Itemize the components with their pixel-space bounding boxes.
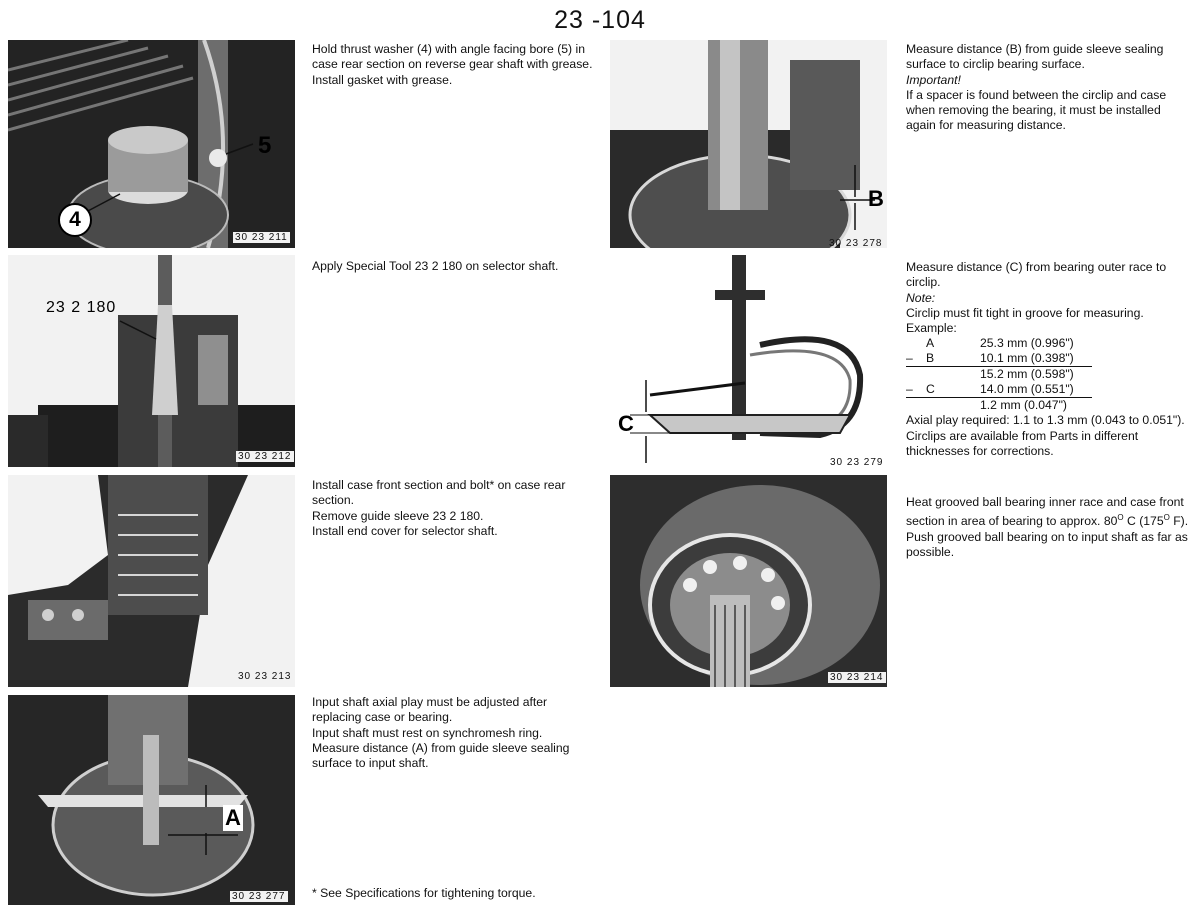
example-row: 15.2 mm (0.598")	[906, 367, 1092, 383]
step-line: Push grooved ball bearing on to input sh…	[906, 529, 1188, 559]
step-line: Input shaft axial play must be adjusted …	[312, 695, 548, 725]
step-text-part: Heat grooved ball bearing inner race and…	[906, 495, 1184, 529]
example-op	[906, 367, 926, 383]
photo-number: 30 23 211	[233, 232, 290, 243]
photo-measure-c-art	[630, 255, 864, 463]
callout-4: 4	[58, 203, 92, 237]
step-text-measure-a: Input shaft axial play must be adjusted …	[312, 695, 588, 771]
step-line: Measure distance (C) from bearing outer …	[906, 260, 1167, 290]
example-label	[926, 367, 980, 383]
page-number: 23 -104	[554, 6, 646, 34]
step-text-part: C (175	[1123, 514, 1164, 529]
step-line: Measure distance (B) from guide sleeve s…	[906, 42, 1164, 72]
tool-label: 23 2 180	[46, 299, 117, 316]
photo-number: 30 23 212	[236, 451, 294, 462]
step-line: Input shaft must rest on synchromesh rin…	[312, 725, 543, 740]
important-label: Important!	[906, 72, 961, 87]
step-line: Remove guide sleeve 23 2 180.	[312, 508, 484, 523]
callout-5: 5	[258, 132, 272, 159]
degree-sign: O	[1117, 513, 1124, 523]
step-text-ball-bearing: Heat grooved ball bearing inner race and…	[906, 495, 1192, 560]
axial-play-text: Axial play required: 1.1 to 1.3 mm (0.04…	[906, 413, 1185, 428]
circlips-text: Circlips are available from Parts in dif…	[906, 428, 1139, 459]
example-op: –	[906, 351, 926, 368]
step-line: Hold thrust washer (4) with angle facing…	[312, 42, 593, 72]
example-heading: Example:	[906, 321, 957, 336]
note-label: Note:	[906, 290, 936, 305]
photo-number: 30 23 214	[828, 672, 886, 683]
photo-special-tool: 23 2 180 30 23 212	[8, 255, 295, 467]
example-label	[926, 398, 980, 414]
step-text-case-front: Install case front section and bolt* on …	[312, 478, 587, 539]
footnote: * See Specifications for tightening torq…	[312, 886, 536, 900]
example-label: A	[926, 336, 935, 351]
callout-a: A	[223, 805, 243, 831]
step-line: If a spacer is found between the circlip…	[906, 87, 1167, 133]
example-value: 14.0 mm (0.551")	[980, 382, 1092, 399]
step-text-part: F).	[1169, 514, 1189, 529]
photo-special-tool-art	[8, 255, 295, 467]
step-text-thrust-washer: Hold thrust washer (4) with angle facing…	[312, 42, 594, 88]
example-row: – C 14.0 mm (0.551")	[906, 382, 1092, 399]
example-label: B	[926, 351, 980, 368]
degree-sign: O	[1163, 513, 1170, 523]
photo-number: 30 23 213	[236, 671, 294, 682]
example-value: 25.3 mm (0.996")	[980, 336, 1074, 351]
photo-case-front-art	[8, 475, 248, 687]
photo-measure-b-art	[610, 40, 875, 248]
example-row: A 25.3 mm (0.996")	[906, 336, 1092, 351]
step-line: Heat grooved ball bearing inner race and…	[906, 495, 1192, 530]
step-text-measure-c: Measure distance (C) from bearing outer …	[906, 260, 1190, 459]
example-value: 10.1 mm (0.398")	[980, 351, 1092, 368]
example-table: A 25.3 mm (0.996") – B 10.1 mm (0.398") …	[906, 336, 1092, 413]
example-value: 15.2 mm (0.598")	[980, 367, 1074, 382]
example-op: –	[906, 382, 926, 399]
example-row: – B 10.1 mm (0.398")	[906, 351, 1092, 368]
photo-number: 30 23 279	[830, 457, 884, 468]
photo-measure-c: C 30 23 279	[610, 255, 887, 470]
example-row: 1.2 mm (0.047")	[906, 398, 1092, 414]
step-line: Circlip must fit tight in groove for mea…	[906, 305, 1144, 320]
step-text-special-tool: Apply Special Tool 23 2 180 on selector …	[312, 259, 594, 274]
photo-thrust-washer-art	[8, 40, 295, 248]
example-op	[906, 398, 926, 414]
photo-number: 30 23 278	[829, 238, 883, 248]
photo-measure-a: A 30 23 277	[8, 695, 295, 905]
photo-measure-a-art	[8, 695, 295, 905]
photo-ball-bearing: 30 23 214	[610, 475, 887, 687]
step-line: Install end cover for selector shaft.	[312, 523, 498, 538]
photo-case-front: 30 23 213	[8, 475, 295, 687]
callout-c: C	[618, 411, 634, 436]
example-label: C	[926, 382, 980, 399]
example-op	[906, 336, 926, 351]
step-line: Apply Special Tool 23 2 180 on selector …	[312, 259, 559, 273]
step-line: Measure distance (A) from guide sleeve s…	[312, 740, 570, 771]
step-line: Install gasket with grease.	[312, 72, 453, 87]
photo-measure-b: B 30 23 278	[610, 40, 887, 248]
photo-ball-bearing-art	[610, 475, 887, 687]
step-text-measure-b: Measure distance (B) from guide sleeve s…	[906, 42, 1190, 134]
callout-b: B	[868, 186, 884, 211]
step-line: Install case front section and bolt* on …	[312, 478, 566, 508]
photo-thrust-washer: 5 4 30 23 211	[8, 40, 295, 248]
example-value: 1.2 mm (0.047")	[980, 398, 1067, 413]
photo-number: 30 23 277	[230, 891, 288, 902]
